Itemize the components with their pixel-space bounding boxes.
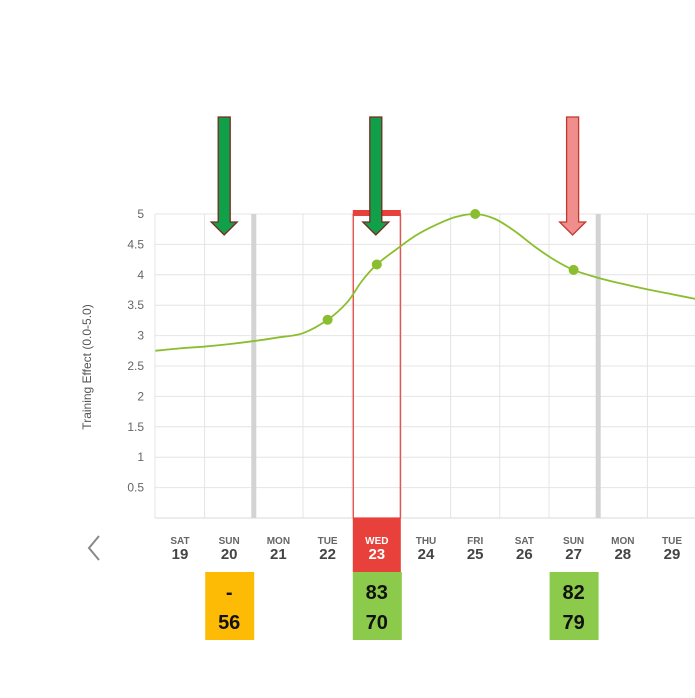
week-boundaries bbox=[251, 214, 601, 518]
day-of-week-label: MON bbox=[267, 536, 290, 547]
day-of-week-label: SAT bbox=[170, 536, 189, 547]
score-box bbox=[205, 572, 255, 640]
score-bottom-value: 56 bbox=[218, 612, 240, 634]
y-tick-label: 2.5 bbox=[127, 359, 144, 373]
down-arrow-green-icon bbox=[209, 116, 239, 236]
data-point bbox=[371, 259, 382, 270]
y-tick-label: 3 bbox=[137, 329, 144, 343]
y-axis-ticks: 0.5 1 1.5 2 2.5 3 3.5 4 4.5 5 bbox=[127, 207, 144, 495]
selected-day-label-bg bbox=[352, 518, 401, 572]
day-number-label: 27 bbox=[565, 546, 582, 563]
day-number-label: 29 bbox=[664, 546, 681, 563]
y-tick-label: 2 bbox=[137, 389, 144, 403]
down-arrow-pink-icon bbox=[558, 116, 588, 236]
chart-grid bbox=[154, 213, 695, 519]
day-number-label: 19 bbox=[172, 546, 189, 563]
day-of-week-label: SUN bbox=[563, 536, 584, 547]
score-top-value: 82 bbox=[562, 582, 584, 604]
data-points bbox=[322, 209, 579, 325]
score-box bbox=[549, 572, 599, 640]
annotation-arrows bbox=[209, 116, 588, 236]
day-number-label: 23 bbox=[368, 546, 385, 563]
y-tick-label: 0.5 bbox=[127, 481, 144, 495]
y-tick-label: 4 bbox=[137, 268, 144, 282]
data-point bbox=[470, 209, 481, 219]
day-of-week-label: TUE bbox=[318, 536, 338, 547]
day-number-label: 22 bbox=[319, 546, 336, 563]
score-bottom-value: 79 bbox=[562, 612, 584, 634]
data-point bbox=[322, 314, 333, 325]
day-number-label: 26 bbox=[516, 546, 533, 563]
y-tick-label: 4.5 bbox=[127, 237, 144, 251]
day-number-label: 25 bbox=[467, 546, 484, 563]
y-tick-label: 1 bbox=[137, 450, 144, 464]
day-axis: SAT19SUN20MON21TUE22WED23THU24FRI25SAT26… bbox=[170, 536, 682, 563]
y-axis-label: Training Effect (0.0-5.0) bbox=[80, 304, 94, 429]
score-box bbox=[352, 572, 402, 640]
day-number-label: 28 bbox=[614, 546, 631, 563]
score-top-value: - bbox=[226, 582, 233, 604]
curve-line bbox=[155, 213, 695, 352]
y-tick-label: 5 bbox=[137, 207, 144, 221]
score-top-value: 83 bbox=[366, 582, 388, 604]
day-of-week-label: MON bbox=[611, 536, 634, 547]
data-point bbox=[568, 264, 579, 275]
day-of-week-label: TUE bbox=[662, 536, 682, 547]
day-of-week-label: THU bbox=[416, 536, 437, 547]
previous-week-button[interactable] bbox=[84, 532, 104, 564]
chevron-left-icon bbox=[87, 535, 100, 561]
y-tick-label: 3.5 bbox=[127, 298, 144, 312]
day-of-week-label: WED bbox=[365, 536, 388, 547]
down-arrow-green-icon bbox=[361, 116, 391, 236]
day-number-label: 24 bbox=[418, 546, 435, 563]
training-effect-curve bbox=[155, 213, 695, 352]
day-of-week-label: SAT bbox=[515, 536, 534, 547]
day-number-label: 20 bbox=[221, 546, 238, 563]
y-tick-label: 1.5 bbox=[127, 420, 144, 434]
score-bottom-value: 70 bbox=[366, 612, 388, 634]
day-number-label: 21 bbox=[270, 546, 287, 563]
day-of-week-label: FRI bbox=[467, 536, 483, 547]
score-boxes: - 56 83 70 82 79 bbox=[205, 572, 599, 640]
day-of-week-label: SUN bbox=[219, 536, 240, 547]
